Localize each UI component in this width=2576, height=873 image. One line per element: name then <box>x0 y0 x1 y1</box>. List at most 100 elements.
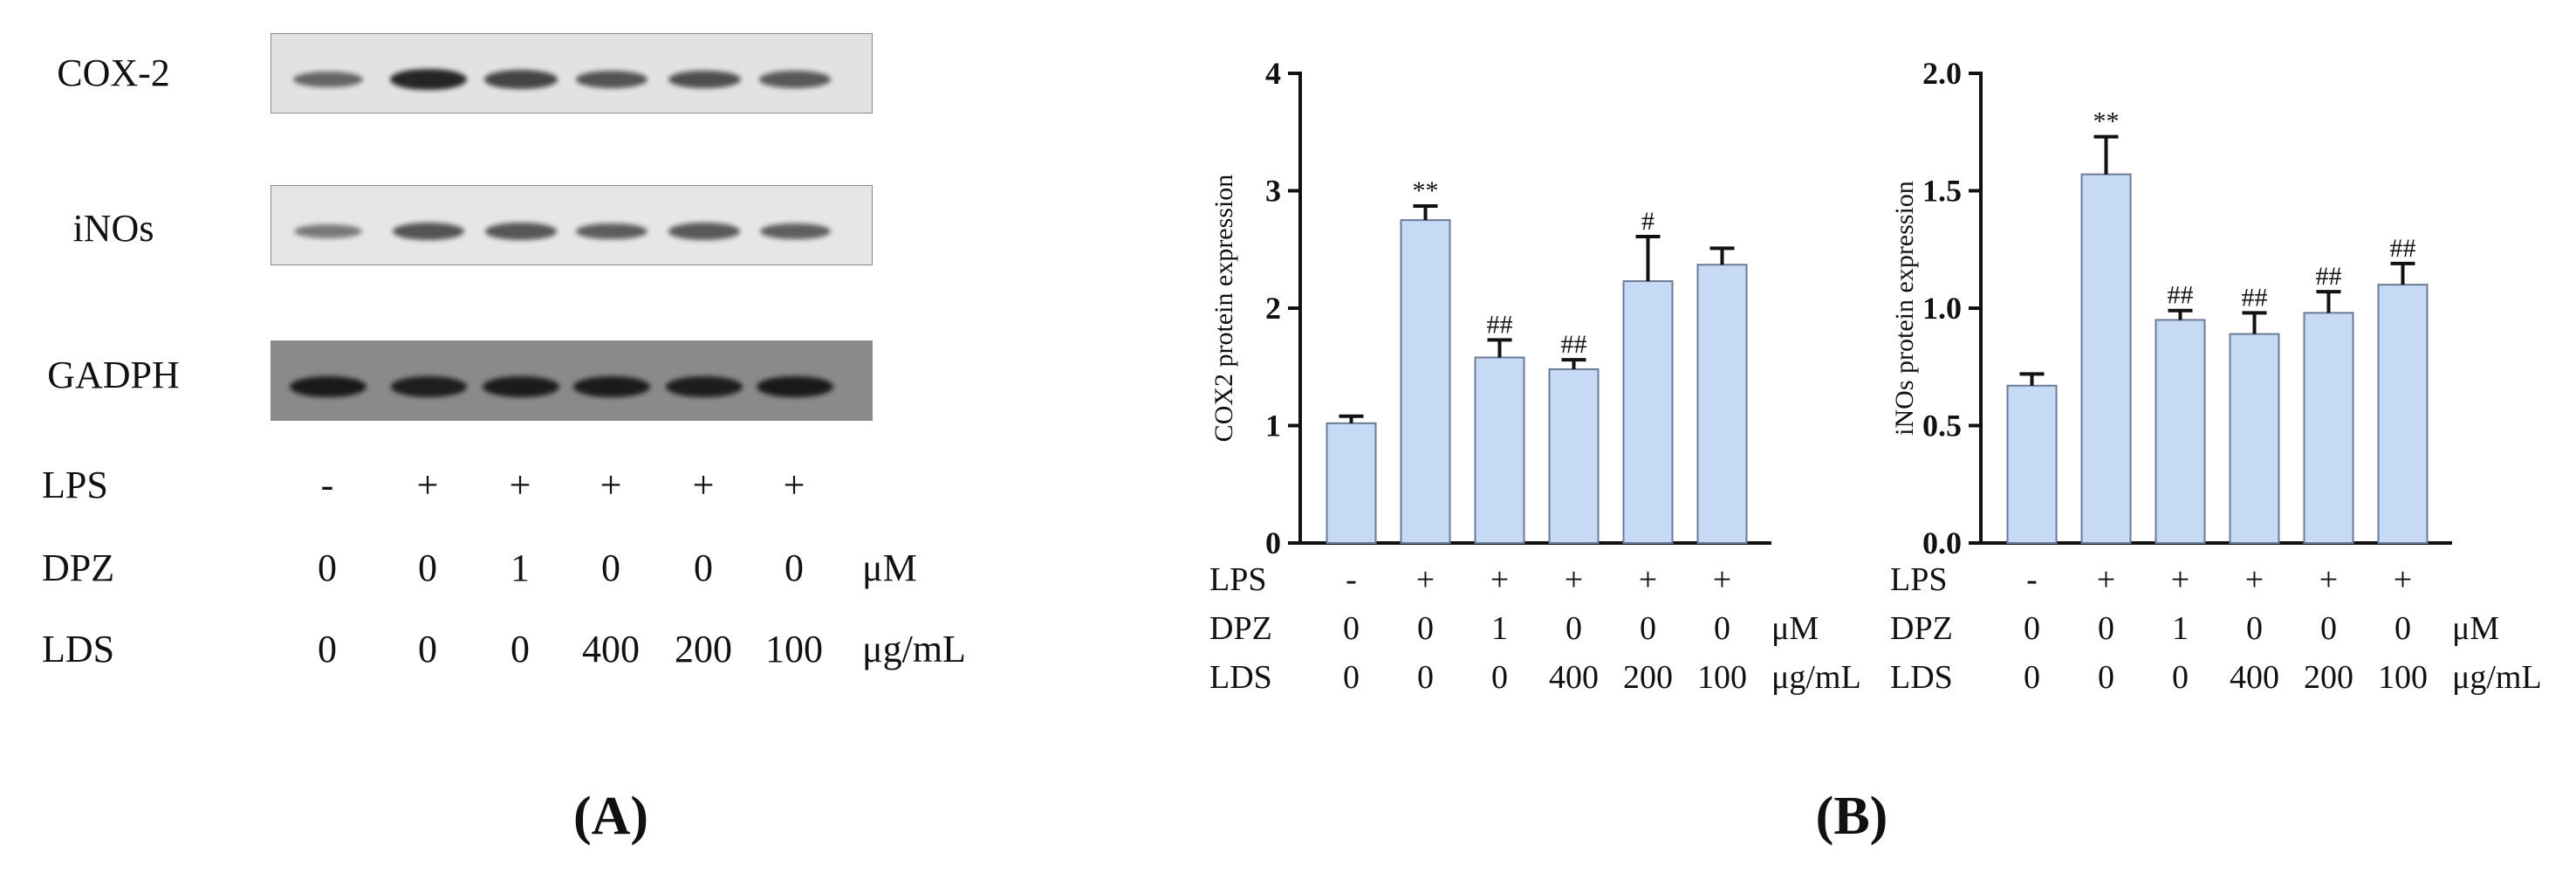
condition-cell: 200 <box>1623 659 1673 696</box>
bar <box>1548 368 1600 544</box>
condition-cell: 0 <box>1491 659 1508 696</box>
inos-bar-chart: iNOs protein expression 0.0 0.5 1.0 1.5 2.0 - 0… <box>1890 56 2542 696</box>
y-tick-label: 2.0 <box>1922 56 1962 91</box>
blot-band <box>757 375 833 398</box>
condition-cell: 400 <box>2230 659 2279 696</box>
condition-cell: + <box>1639 561 1657 598</box>
condition-cell: 0 <box>1640 610 1656 647</box>
condition-cell: 400 <box>582 628 640 670</box>
condition-cell: 0 <box>2320 610 2337 647</box>
blot-image-cox2 <box>271 33 873 113</box>
condition-label: LPS <box>1209 561 1266 598</box>
blot-band <box>392 223 465 240</box>
condition-cell: 0 <box>1565 610 1582 647</box>
condition-cell: 0 <box>2024 659 2040 696</box>
blot-image-inos <box>271 185 873 265</box>
y-tick-label: 4 <box>1265 56 1281 91</box>
cox2-bar-chart: COX2 protein expression 0 1 2 3 4 - 0 0 ** +0 0 ## +1… <box>1209 56 1861 696</box>
condition-cell: 0 <box>2246 610 2263 647</box>
condition-cell: 0 <box>418 546 437 589</box>
condition-cell: 200 <box>2304 659 2353 696</box>
condition-unit: μM <box>862 546 917 589</box>
condition-cell: 0 <box>694 546 713 589</box>
significance-label: ** <box>2093 107 2120 136</box>
condition-cell: 0 <box>1343 610 1360 647</box>
condition-cell: 100 <box>1697 659 1747 696</box>
blot-band <box>485 223 557 240</box>
y-axis-label: iNOs protein expression <box>1890 181 1919 436</box>
condition-cell: + <box>692 464 715 506</box>
condition-cell: 0 <box>1417 659 1434 696</box>
condition-cell: + <box>2394 561 2412 598</box>
condition-cell: + <box>2245 561 2264 598</box>
blot-band <box>573 375 650 398</box>
condition-label-lps: LPS <box>42 464 108 506</box>
condition-cell: 0 <box>510 628 530 670</box>
panel-label-b: (B) <box>1815 787 1888 846</box>
significance-label: ## <box>2168 281 2194 310</box>
significance-label: ## <box>2316 262 2342 291</box>
condition-cell: 1 <box>1491 610 1508 647</box>
y-tick-label: 0.0 <box>1922 526 1962 560</box>
bar <box>2377 284 2429 544</box>
condition-label-dpz: DPZ <box>42 546 115 589</box>
condition-cell: 0 <box>318 628 337 670</box>
condition-cell: 1 <box>2172 610 2189 647</box>
bar <box>2229 333 2280 544</box>
panel-label-a: (A) <box>572 787 649 846</box>
condition-cell: 0 <box>2024 610 2040 647</box>
condition-cell: 0 <box>1343 659 1360 696</box>
condition-cell: + <box>2319 561 2338 598</box>
condition-cell: 0 <box>318 546 337 589</box>
condition-unit: μg/mL <box>1771 659 1861 696</box>
bar <box>2155 319 2206 545</box>
condition-cell: 100 <box>765 628 823 670</box>
condition-unit: μg/mL <box>2452 659 2542 696</box>
condition-unit: μg/mL <box>862 628 966 670</box>
bar <box>1622 280 1674 544</box>
y-tick-label: 1.0 <box>1922 291 1962 326</box>
significance-label: # <box>1641 207 1655 236</box>
bar <box>1474 356 1525 544</box>
blot-band <box>666 376 743 397</box>
condition-cell: + <box>599 464 622 506</box>
condition-cell: 200 <box>675 628 732 670</box>
significance-label: ## <box>2390 234 2416 263</box>
condition-label: LPS <box>1890 561 1947 598</box>
blot-band <box>483 375 559 398</box>
significance-label: ** <box>1413 176 1439 205</box>
blot-image-gadph <box>271 340 873 421</box>
condition-cell: + <box>1565 561 1583 598</box>
blot-band <box>389 68 468 91</box>
condition-unit: μM <box>1771 610 1819 647</box>
condition-cell: 0 <box>1417 610 1434 647</box>
bar <box>2303 312 2354 544</box>
condition-label: DPZ <box>1209 610 1272 647</box>
blot-band <box>390 376 467 397</box>
y-tick-label: 3 <box>1265 174 1281 209</box>
condition-cell: 0 <box>1714 610 1730 647</box>
condition-cell: 0 <box>2098 610 2114 647</box>
y-tick-label: 1 <box>1265 409 1281 443</box>
condition-cell: 1 <box>510 546 530 589</box>
condition-cell: + <box>2097 561 2115 598</box>
condition-cell: + <box>2171 561 2189 598</box>
blot-band <box>668 70 741 89</box>
y-tick-label: 1.5 <box>1922 174 1962 209</box>
y-axis-label: COX2 protein expression <box>1209 175 1238 443</box>
condition-cell: - <box>2026 561 2038 598</box>
blot-band <box>576 223 647 240</box>
significance-label: ## <box>1561 330 1587 359</box>
blot-band <box>759 71 831 88</box>
significance-label: ## <box>1487 310 1513 339</box>
condition-cell: 0 <box>784 546 804 589</box>
blot-band <box>293 72 363 87</box>
blot-band <box>483 70 558 89</box>
y-tick-label: 2 <box>1265 291 1281 326</box>
condition-label: LDS <box>1890 659 1953 696</box>
condition-cell: 0 <box>601 546 620 589</box>
condition-cell: 100 <box>2378 659 2428 696</box>
condition-cell: + <box>509 464 531 506</box>
bar <box>1326 422 1377 544</box>
condition-cell: - <box>320 464 334 506</box>
